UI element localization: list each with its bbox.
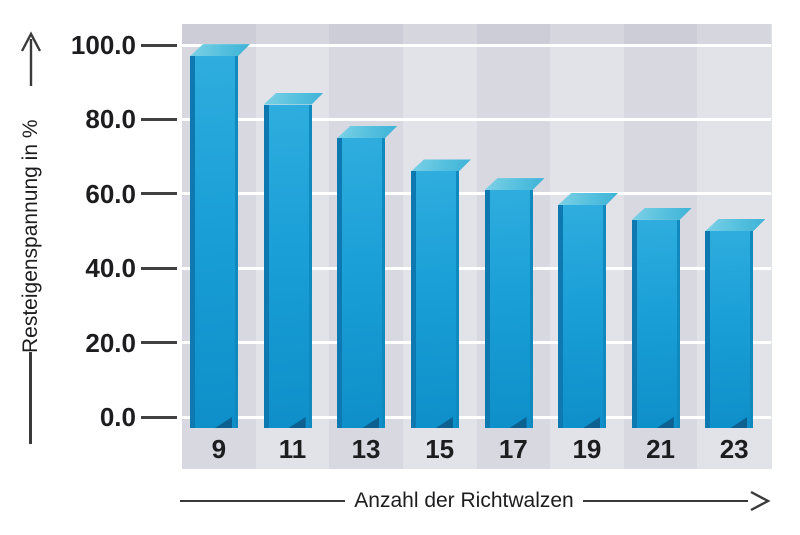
bar-top-face xyxy=(484,178,545,191)
category-label-19: 19 xyxy=(572,434,602,464)
ytick-dash-80 xyxy=(141,117,177,121)
ytick-dash-60 xyxy=(141,192,177,196)
ytick-dash-20 xyxy=(141,341,177,345)
y-axis-title: Resteigenspannung in % xyxy=(19,119,42,353)
bar-top-face xyxy=(190,44,250,57)
gridline-20 xyxy=(182,341,771,345)
ytick-dash-100 xyxy=(141,43,177,47)
category-label-13: 13 xyxy=(351,434,381,464)
bar-19 xyxy=(558,192,619,428)
bar-17 xyxy=(484,178,545,428)
bar-bottom-bevel xyxy=(656,416,674,428)
bar-bottom-bevel xyxy=(435,416,453,428)
bar-front-face xyxy=(190,56,238,428)
bar-front-face xyxy=(410,171,459,428)
category-label-15: 15 xyxy=(425,434,455,464)
bar-9 xyxy=(190,44,250,428)
bar-bottom-bevel xyxy=(509,416,527,428)
bar-bottom-bevel xyxy=(288,416,306,428)
bar-front-face xyxy=(484,190,533,428)
bar-front-face xyxy=(263,104,312,428)
bar-top-face xyxy=(410,159,471,172)
bar-21 xyxy=(631,207,692,428)
y-axis: Resteigenspannung in % xyxy=(14,30,48,460)
category-label-21: 21 xyxy=(646,434,676,464)
bar-15 xyxy=(410,159,471,428)
bar-front-face xyxy=(705,231,754,428)
x-axis-title: Anzahl der Richtwalzen xyxy=(354,489,574,512)
bar-top-face xyxy=(337,126,398,138)
gridline-0 xyxy=(182,415,771,419)
bar-11 xyxy=(263,92,324,428)
ytick-label-20: 20.0 xyxy=(85,327,136,358)
gridline-60 xyxy=(182,192,771,196)
ytick-label-100: 100.0 xyxy=(70,30,136,60)
gridline-100 xyxy=(182,43,771,47)
gridline-40 xyxy=(182,266,771,270)
bar-front-face xyxy=(631,219,680,428)
bar-top-face xyxy=(631,207,692,220)
category-label-11: 11 xyxy=(278,434,307,464)
bar-front-face xyxy=(558,204,607,428)
bar-23 xyxy=(705,219,766,428)
y-axis-line xyxy=(29,352,32,444)
x-axis-line-left xyxy=(180,499,346,503)
top-band xyxy=(182,24,771,45)
bar-bottom-bevel xyxy=(362,417,380,428)
ytick-dash-40 xyxy=(141,266,177,270)
category-label-23: 23 xyxy=(719,434,749,464)
x-axis-line-right xyxy=(582,499,749,503)
bar-bottom-bevel xyxy=(215,416,232,428)
ytick-label-40: 40.0 xyxy=(85,253,136,284)
bar-bottom-bevel xyxy=(730,417,748,428)
ytick-label-80: 80.0 xyxy=(85,104,136,135)
ytick-label-60: 60.0 xyxy=(85,178,136,209)
bar-front-face xyxy=(337,138,386,428)
ytick-dash-0 xyxy=(141,415,177,419)
x-axis: Anzahl der Richtwalzen xyxy=(180,486,772,516)
plot-area: 9 11 13 15 17 19 21 23 xyxy=(182,24,772,469)
ytick-label-0: 0.0 xyxy=(99,402,136,432)
gridline-80 xyxy=(182,117,771,121)
category-label-17: 17 xyxy=(498,434,528,464)
category-label-9: 9 xyxy=(211,434,227,464)
bar-13 xyxy=(337,126,398,428)
bar-bottom-bevel xyxy=(583,416,601,428)
up-arrow-icon xyxy=(20,31,42,86)
bar-top-face xyxy=(558,192,619,205)
bar-top-face xyxy=(263,92,324,105)
right-arrow-icon xyxy=(750,490,771,512)
bar-top-face xyxy=(705,219,766,231)
